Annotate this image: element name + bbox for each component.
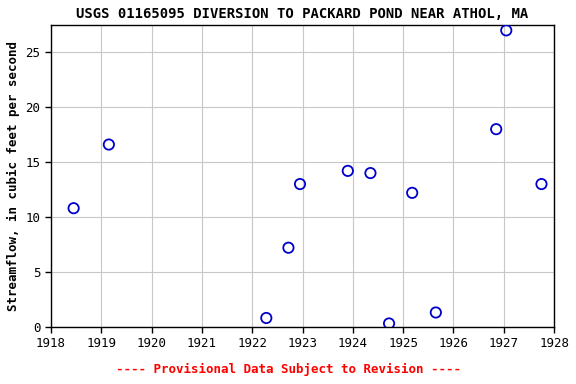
Y-axis label: Streamflow, in cubic feet per second: Streamflow, in cubic feet per second [7,41,20,311]
Point [491,126,501,132]
Point [366,170,375,176]
Text: ---- Provisional Data Subject to Revision ----: ---- Provisional Data Subject to Revisio… [116,363,460,376]
Point [295,181,305,187]
Point [502,27,511,33]
Point [104,141,113,147]
Point [384,320,393,326]
Point [431,310,441,316]
Point [408,190,417,196]
Point [284,245,293,251]
Point [262,315,271,321]
Title: USGS 01165095 DIVERSION TO PACKARD POND NEAR ATHOL, MA: USGS 01165095 DIVERSION TO PACKARD POND … [77,7,529,21]
Point [69,205,78,211]
Point [343,168,353,174]
Point [537,181,546,187]
